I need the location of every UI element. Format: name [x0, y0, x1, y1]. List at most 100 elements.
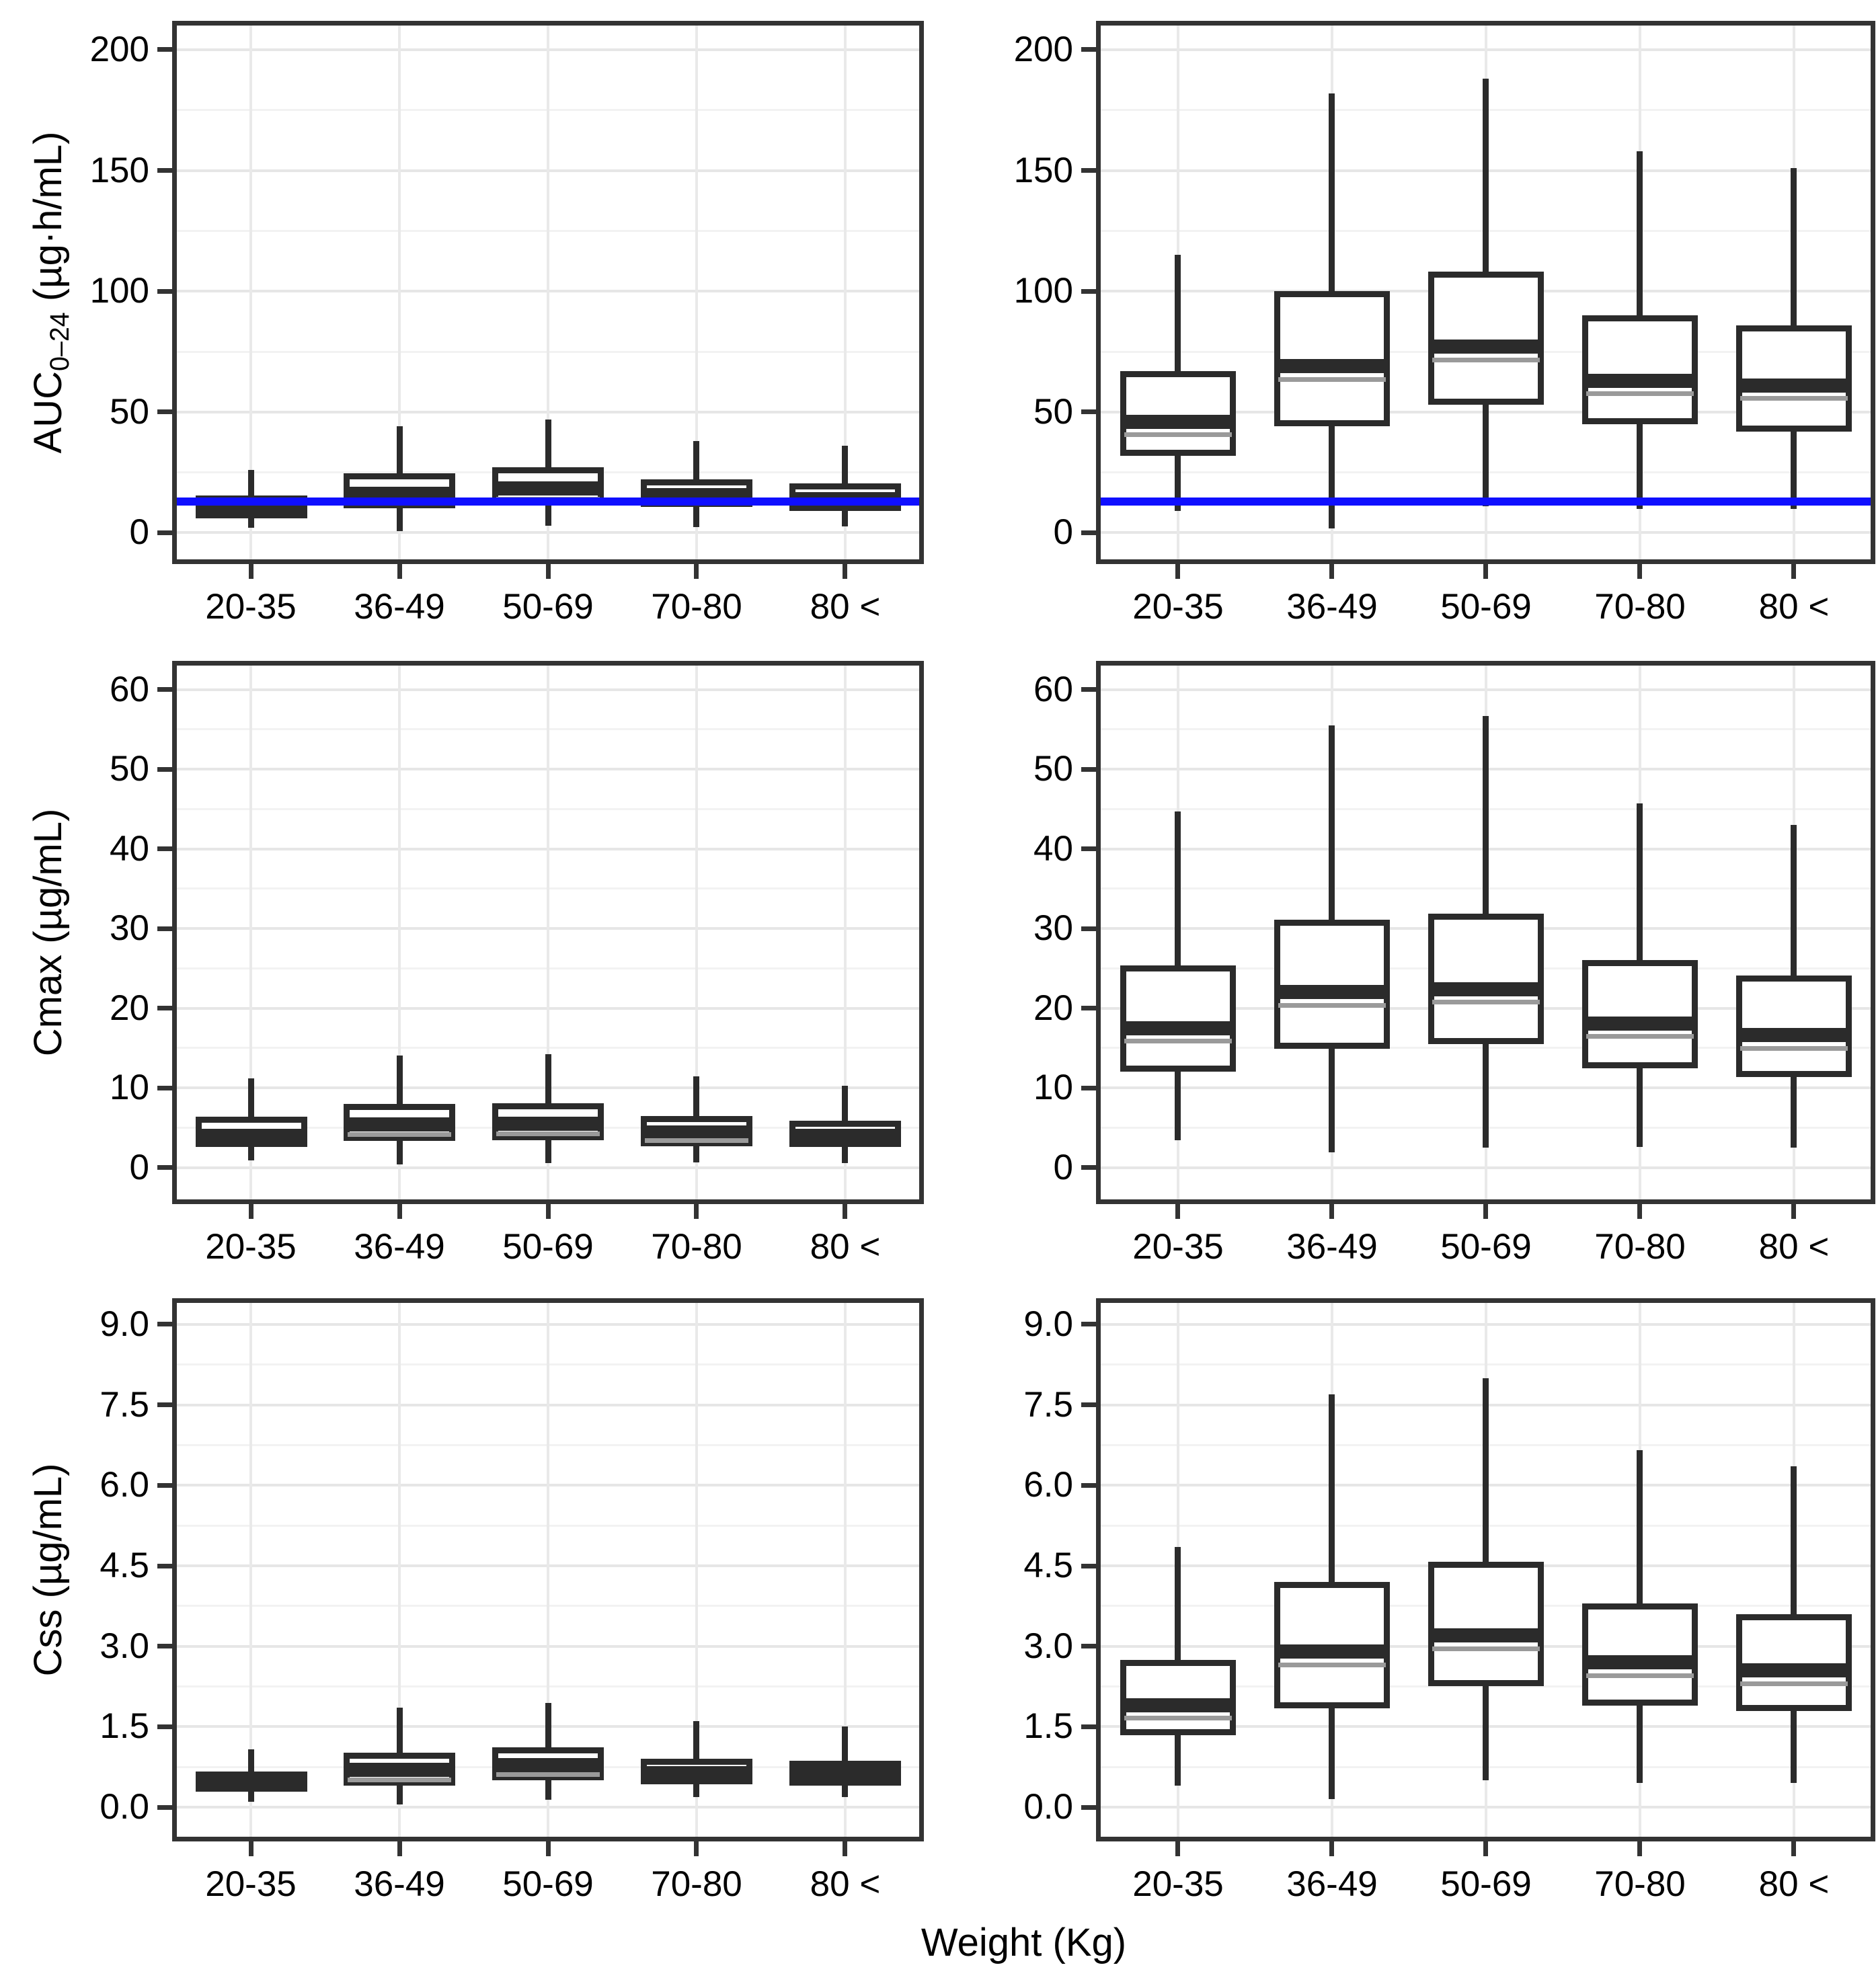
y-tick-css-left: [157, 1564, 172, 1568]
y-tick-cmax-right: [1081, 687, 1096, 692]
y-tick-label-css-left: 7.5: [100, 1385, 149, 1425]
x-tick-label-auc-left: 70-80: [651, 587, 742, 627]
median-20-35: [1123, 415, 1233, 429]
median-subline-36-49: [1278, 1663, 1386, 1667]
y-tick-cmax-left: [157, 926, 172, 931]
median-subline-50-69: [496, 1772, 600, 1777]
y-tick-label-cmax-right: 0: [1053, 1148, 1073, 1187]
x-tick-label-auc-right: 20-35: [1132, 587, 1224, 627]
median-36-49: [1277, 359, 1387, 373]
median-subline-50-69: [1432, 358, 1540, 362]
y-tick-label-auc-right: 200: [1013, 30, 1073, 69]
median-70-80: [1585, 374, 1695, 388]
x-tick-css-right: [1637, 1841, 1642, 1856]
y-tick-label-auc-right: 50: [1033, 392, 1073, 432]
gridline-vertical-css-left: [249, 1303, 252, 1837]
y-tick-label-auc-left: 0: [129, 512, 149, 552]
x-tick-cmax-right: [1175, 1204, 1180, 1219]
x-tick-css-left: [546, 1841, 551, 1856]
y-tick-auc-right: [1081, 409, 1096, 414]
x-tick-label-auc-left: 50-69: [502, 587, 594, 627]
median-36-49: [346, 487, 453, 501]
box-80 <: [1736, 1614, 1852, 1711]
median-36-49: [1277, 985, 1387, 999]
y-tick-label-auc-left: 50: [110, 392, 149, 432]
median-80 <: [792, 1129, 898, 1143]
x-tick-css-right: [1329, 1841, 1334, 1856]
gridline-vertical-auc-left: [398, 26, 401, 559]
box-70-80: [1582, 315, 1698, 424]
x-tick-label-cmax-right: 70-80: [1594, 1227, 1686, 1267]
box-50-69: [1428, 272, 1544, 405]
x-tick-label-css-left: 80 <: [810, 1864, 881, 1904]
x-tick-css-right: [1175, 1841, 1180, 1856]
y-tick-css-right: [1081, 1483, 1096, 1488]
y-tick-label-cmax-left: 10: [110, 1068, 149, 1107]
y-tick-label-cmax-left: 60: [110, 670, 149, 709]
x-tick-css-left: [694, 1841, 699, 1856]
x-tick-css-left: [397, 1841, 402, 1856]
median-50-69: [495, 481, 601, 495]
y-tick-label-css-right: 6.0: [1023, 1465, 1073, 1505]
x-tick-label-auc-right: 36-49: [1286, 587, 1378, 627]
median-36-49: [346, 1117, 453, 1131]
x-tick-auc-right: [1329, 564, 1334, 579]
median-36-49: [1277, 1644, 1387, 1659]
y-tick-cmax-left: [157, 846, 172, 851]
box-70-80: [1582, 1603, 1698, 1706]
median-subline-36-49: [348, 1132, 451, 1137]
gridline-vertical-auc-left: [249, 26, 252, 559]
median-50-69: [1431, 340, 1541, 354]
y-tick-css-left: [157, 1805, 172, 1810]
x-tick-label-cmax-left: 50-69: [502, 1227, 594, 1267]
x-tick-label-cmax-left: 36-49: [354, 1227, 445, 1267]
y-tick-label-auc-right: 100: [1013, 271, 1073, 311]
median-36-49: [346, 1763, 453, 1777]
gridline-vertical-cmax-left: [398, 666, 401, 1199]
y-tick-cmax-right: [1081, 1086, 1096, 1090]
x-tick-label-auc-left: 80 <: [810, 587, 881, 627]
median-50-69: [495, 1758, 601, 1772]
y-tick-cmax-right: [1081, 926, 1096, 931]
gridline-vertical-css-left: [547, 1303, 549, 1837]
x-tick-cmax-left: [694, 1204, 699, 1219]
median-subline-20-35: [1124, 1716, 1232, 1720]
x-tick-css-left: [249, 1841, 253, 1856]
gridline-vertical-auc-left: [695, 26, 698, 559]
y-tick-label-css-right: 9.0: [1023, 1304, 1073, 1344]
gridline-vertical-cmax-left: [844, 666, 847, 1199]
reference-line-auc-right: [1101, 498, 1871, 506]
x-tick-label-cmax-right: 50-69: [1440, 1227, 1532, 1267]
y-tick-css-right: [1081, 1402, 1096, 1407]
y-tick-css-right: [1081, 1805, 1096, 1810]
gridline-vertical-cmax-left: [547, 666, 549, 1199]
median-subline-50-69: [1432, 1646, 1540, 1651]
x-tick-cmax-right: [1483, 1204, 1488, 1219]
x-tick-label-cmax-right: 36-49: [1286, 1227, 1378, 1267]
y-tick-cmax-right: [1081, 1006, 1096, 1010]
x-tick-label-css-left: 20-35: [205, 1864, 297, 1904]
x-tick-auc-left: [249, 564, 253, 579]
y-tick-label-auc-right: 0: [1053, 512, 1073, 552]
gridline-vertical-css-left: [844, 1303, 847, 1837]
median-subline-50-69: [1432, 1000, 1540, 1004]
x-tick-label-auc-left: 36-49: [354, 587, 445, 627]
y-tick-label-cmax-right: 10: [1033, 1068, 1073, 1107]
x-tick-auc-left: [546, 564, 551, 579]
y-tick-css-left: [157, 1483, 172, 1488]
median-20-35: [1123, 1698, 1233, 1712]
median-20-35: [198, 1774, 305, 1788]
x-tick-css-right: [1791, 1841, 1796, 1856]
y-tick-cmax-left: [157, 1006, 172, 1010]
y-tick-label-css-right: 0.0: [1023, 1787, 1073, 1827]
y-tick-label-cmax-right: 60: [1033, 670, 1073, 709]
y-tick-auc-left: [157, 409, 172, 414]
y-tick-auc-right: [1081, 530, 1096, 535]
x-tick-label-css-right: 50-69: [1440, 1864, 1532, 1904]
box-70-80: [1582, 960, 1698, 1068]
gridline-vertical-css-left: [695, 1303, 698, 1837]
x-tick-label-css-right: 70-80: [1594, 1864, 1686, 1904]
median-subline-80 <: [1740, 1681, 1848, 1686]
y-tick-label-cmax-right: 30: [1033, 908, 1073, 948]
